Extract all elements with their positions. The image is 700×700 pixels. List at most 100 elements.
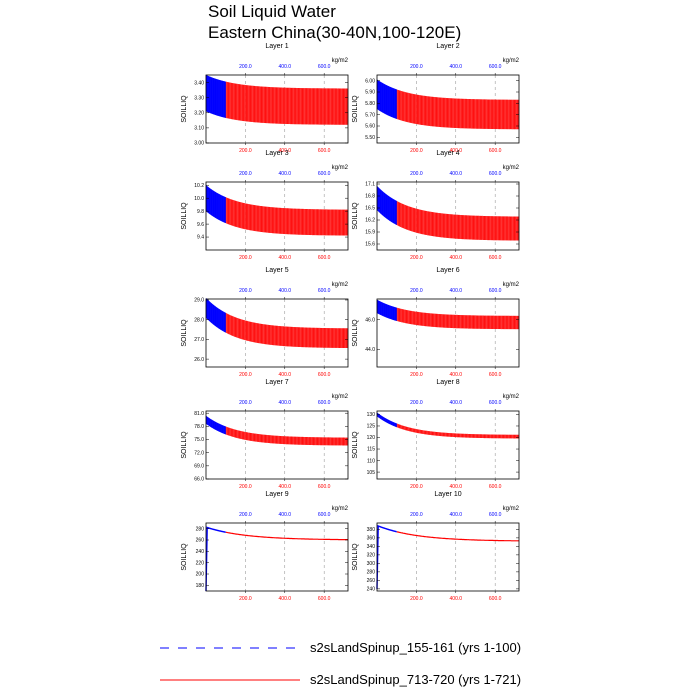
y-tick-label: 15.9: [365, 230, 375, 236]
plot-frame: [205, 522, 349, 592]
series-group: [376, 412, 520, 439]
bottom-tick-label: 200.0: [239, 484, 252, 490]
top-tick-label: 200.0: [410, 400, 423, 406]
plot-frame: [376, 298, 520, 368]
bottom-tick-label: 400.0: [450, 596, 463, 602]
bottom-tick-label: 600.0: [489, 484, 502, 490]
y-tick-label: 15.6: [365, 242, 375, 248]
top-tick-label: 400.0: [450, 288, 463, 294]
y-tick-label: 9.4: [197, 235, 204, 241]
bottom-tick-label: 400.0: [279, 148, 292, 154]
bottom-tick-label: 600.0: [318, 255, 331, 261]
bottom-tick-label: 200.0: [410, 148, 423, 154]
y-tick-label: 69.0: [194, 464, 204, 470]
series-red-line: [225, 531, 349, 541]
top-tick-label: 600.0: [318, 171, 331, 177]
y-tick-label: 78.0: [194, 424, 204, 430]
y-axis-label: SOILLIQ: [352, 319, 359, 347]
panel-title: Layer 3: [265, 150, 288, 157]
top-tick-label: 400.0: [279, 400, 292, 406]
bottom-tick-label: 400.0: [279, 255, 292, 261]
panel-6: Layer 6 kg/m2 200.0 400.0 600.0 200.0 400.0 600…: [352, 267, 520, 378]
bottom-tick-label: 600.0: [318, 596, 331, 602]
plot-frame: [376, 181, 520, 251]
bottom-tick-label: 200.0: [239, 372, 252, 378]
y-tick-label: 16.8: [365, 194, 375, 200]
y-tick-label: 115: [367, 447, 375, 453]
panel-units: kg/m2: [332, 282, 349, 288]
y-axis-label: SOILLIQ: [352, 431, 359, 459]
top-tick-label: 200.0: [239, 400, 252, 406]
plot-frame: [376, 410, 520, 480]
panel-title: Layer 6: [436, 267, 459, 274]
y-tick-label: 27.0: [194, 337, 204, 343]
panel-units: kg/m2: [332, 394, 349, 400]
plot-frame: [205, 410, 349, 480]
y-tick-label: 66.0: [194, 477, 204, 483]
series-group: [376, 79, 520, 130]
y-tick-label: 300: [367, 561, 376, 567]
panel-units: kg/m2: [503, 282, 520, 288]
bottom-tick-label: 400.0: [450, 372, 463, 378]
y-tick-label: 5.60: [365, 124, 375, 130]
y-tick-label: 75.0: [194, 437, 204, 443]
y-tick-label: 125: [367, 424, 376, 430]
panel-title: Layer 10: [434, 491, 461, 498]
panel-1: Layer 1 kg/m2 200.0 400.0 600.0 200.0 400.0 600…: [181, 43, 349, 154]
y-tick-label: 260: [367, 578, 376, 584]
panel-units: kg/m2: [332, 165, 349, 171]
plot-frame: [376, 74, 520, 144]
top-tick-label: 600.0: [489, 400, 502, 406]
y-tick-label: 17.1: [365, 182, 375, 188]
bottom-tick-label: 200.0: [410, 255, 423, 261]
top-tick-label: 600.0: [489, 288, 502, 294]
top-tick-label: 600.0: [318, 400, 331, 406]
bottom-tick-label: 200.0: [239, 255, 252, 261]
bottom-tick-label: 600.0: [489, 148, 502, 154]
bottom-tick-label: 200.0: [410, 484, 423, 490]
bottom-tick-label: 200.0: [239, 596, 252, 602]
top-tick-label: 400.0: [450, 512, 463, 518]
y-tick-label: 220: [196, 560, 205, 566]
top-tick-label: 200.0: [410, 64, 423, 70]
y-tick-label: 5.80: [365, 101, 375, 107]
y-tick-label: 46.0: [365, 317, 375, 323]
y-axis-label: SOILLIQ: [181, 319, 188, 347]
panel-units: kg/m2: [503, 165, 520, 171]
bottom-tick-label: 400.0: [279, 372, 292, 378]
figure-title-line1: Soil Liquid Water: [208, 2, 336, 21]
bottom-tick-label: 400.0: [450, 148, 463, 154]
panel-units: kg/m2: [332, 506, 349, 512]
y-tick-label: 9.8: [197, 209, 204, 215]
top-tick-label: 600.0: [489, 64, 502, 70]
panel-8: Layer 8 kg/m2 200.0 400.0 600.0 200.0 400.0 600…: [352, 379, 520, 490]
plot-frame: [205, 74, 349, 144]
y-tick-label: 360: [367, 536, 376, 542]
top-tick-label: 400.0: [450, 171, 463, 177]
panel-10: Layer 10 kg/m2 200.0 400.0 600.0 200.0 400.0 60…: [352, 491, 520, 602]
series-red-line: [396, 531, 519, 542]
y-axis-label: SOILLIQ: [181, 202, 188, 230]
y-axis-label: SOILLIQ: [181, 95, 188, 123]
y-tick-label: 9.6: [197, 222, 204, 228]
y-tick-label: 280: [367, 570, 376, 576]
series-group: [205, 526, 349, 592]
y-tick-label: 5.50: [365, 135, 375, 141]
top-tick-label: 200.0: [239, 171, 252, 177]
bottom-tick-label: 200.0: [410, 596, 423, 602]
y-tick-label: 28.0: [194, 317, 204, 323]
bottom-tick-label: 600.0: [489, 372, 502, 378]
y-tick-label: 3.20: [194, 110, 204, 116]
y-axis-label: SOILLIQ: [352, 95, 359, 123]
bottom-tick-label: 400.0: [279, 596, 292, 602]
series-blue-line: [376, 524, 397, 589]
series-group: [376, 186, 520, 241]
y-tick-label: 130: [367, 412, 376, 418]
panel-3: Layer 3 kg/m2 200.0 400.0 600.0 200.0 400.0 600…: [181, 150, 349, 261]
top-tick-label: 400.0: [279, 64, 292, 70]
y-tick-label: 16.2: [365, 218, 375, 224]
top-tick-label: 600.0: [318, 64, 331, 70]
panel-title: Layer 8: [436, 379, 459, 386]
top-tick-label: 400.0: [450, 64, 463, 70]
y-tick-label: 29.0: [194, 298, 204, 304]
